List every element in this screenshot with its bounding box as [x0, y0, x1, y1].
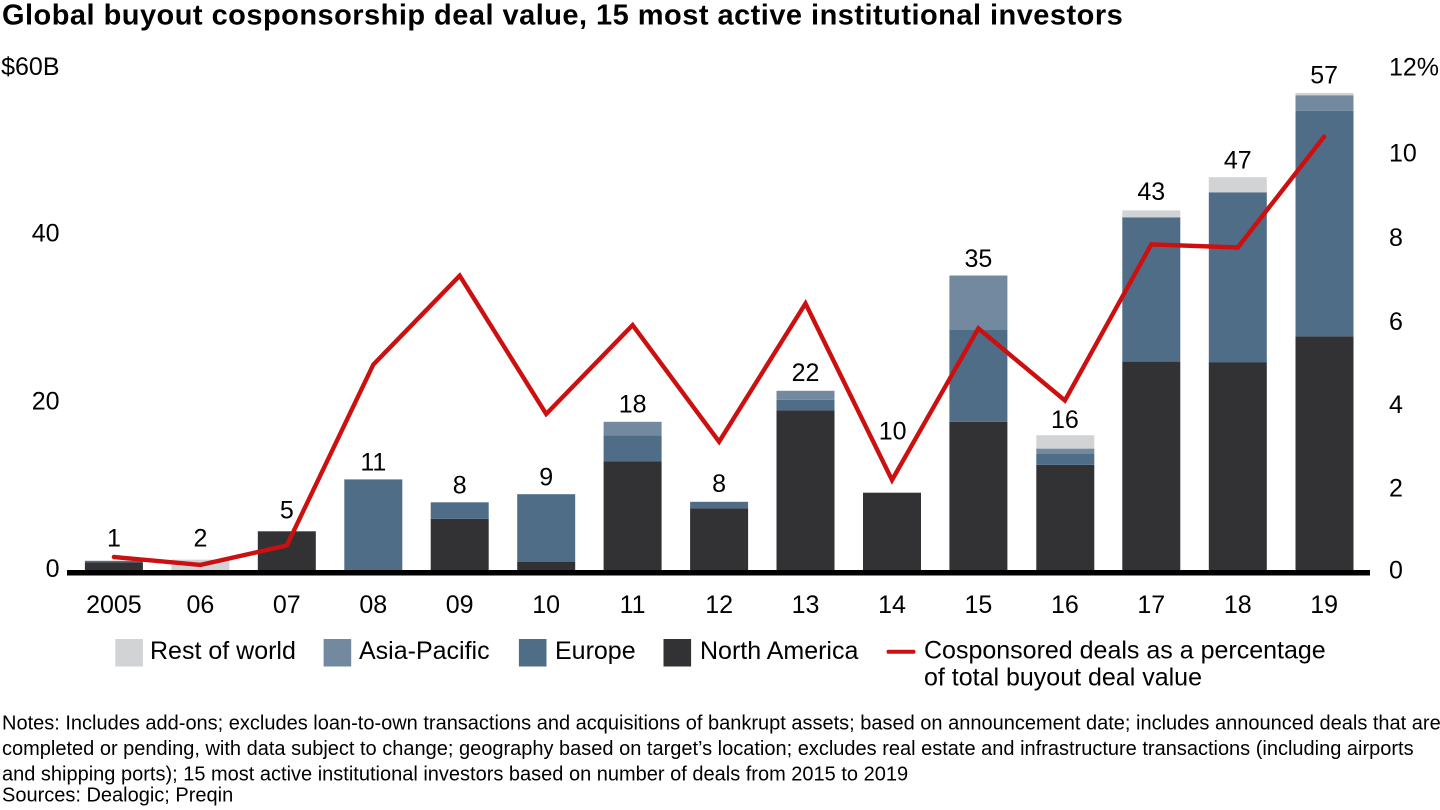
svg-text:Asia-Pacific: Asia-Pacific — [359, 637, 490, 665]
svg-text:07: 07 — [273, 591, 301, 619]
svg-text:8: 8 — [453, 471, 467, 499]
svg-text:8: 8 — [712, 470, 726, 498]
svg-text:06: 06 — [186, 591, 214, 619]
svg-text:11: 11 — [360, 448, 386, 476]
svg-text:North America: North America — [700, 637, 858, 665]
svg-text:Notes: Includes add-ons; exclu: Notes: Includes add-ons; excludes loan-t… — [2, 713, 1440, 735]
svg-text:2: 2 — [1389, 475, 1403, 503]
svg-text:10: 10 — [532, 591, 560, 619]
svg-text:and shipping ports); 15 most a: and shipping ports); 15 most active inst… — [2, 764, 908, 786]
svg-text:2005: 2005 — [86, 591, 142, 619]
svg-text:11: 11 — [620, 591, 646, 619]
svg-text:4: 4 — [1389, 391, 1403, 419]
svg-text:Global buyout cosponsorship de: Global buyout cosponsorship deal value, … — [2, 0, 1123, 32]
svg-text:Europe: Europe — [555, 637, 636, 665]
svg-text:15: 15 — [964, 591, 992, 619]
svg-text:9: 9 — [539, 463, 553, 491]
svg-text:Sources: Dealogic; Preqin: Sources: Dealogic; Preqin — [2, 785, 233, 807]
svg-text:35: 35 — [964, 245, 992, 273]
svg-text:22: 22 — [792, 359, 820, 387]
svg-text:18: 18 — [1224, 591, 1252, 619]
svg-text:16: 16 — [1051, 591, 1079, 619]
svg-text:Rest of world: Rest of world — [150, 637, 296, 665]
svg-text:08: 08 — [359, 591, 387, 619]
svg-text:20: 20 — [32, 388, 60, 416]
svg-text:57: 57 — [1310, 62, 1338, 90]
svg-text:1: 1 — [107, 524, 121, 552]
svg-text:10: 10 — [1389, 139, 1417, 167]
svg-text:47: 47 — [1224, 147, 1252, 175]
svg-text:2: 2 — [193, 524, 207, 552]
svg-text:5: 5 — [280, 496, 294, 524]
svg-text:40: 40 — [32, 220, 60, 248]
svg-text:09: 09 — [446, 591, 474, 619]
svg-text:16: 16 — [1051, 406, 1079, 434]
svg-text:of total buyout deal value: of total buyout deal value — [924, 664, 1202, 692]
svg-text:completed or pending, with dat: completed or pending, with data subject … — [2, 738, 1414, 760]
svg-text:$60B: $60B — [1, 53, 59, 81]
svg-text:43: 43 — [1137, 178, 1165, 206]
svg-text:12%: 12% — [1389, 53, 1439, 81]
svg-text:0: 0 — [46, 555, 60, 583]
svg-text:Cosponsored deals as a percent: Cosponsored deals as a percentage — [924, 637, 1326, 665]
svg-text:13: 13 — [792, 591, 820, 619]
svg-text:12: 12 — [705, 591, 733, 619]
svg-text:8: 8 — [1389, 224, 1403, 252]
svg-text:6: 6 — [1389, 308, 1403, 336]
svg-text:10: 10 — [879, 418, 907, 446]
svg-text:19: 19 — [1310, 591, 1338, 619]
svg-text:0: 0 — [1389, 557, 1403, 585]
svg-text:18: 18 — [619, 391, 647, 419]
svg-text:14: 14 — [878, 591, 906, 619]
svg-text:17: 17 — [1137, 591, 1165, 619]
